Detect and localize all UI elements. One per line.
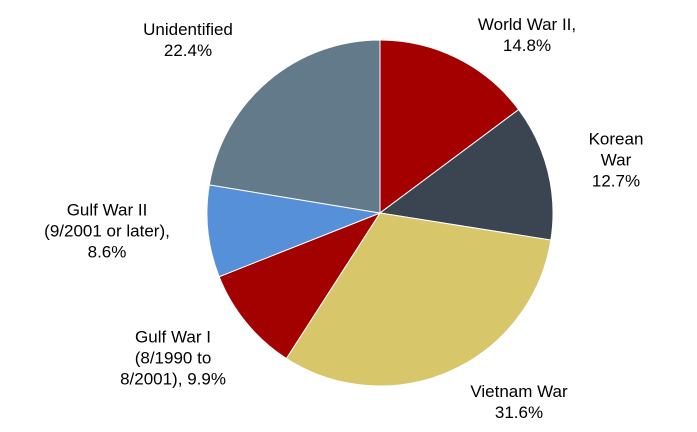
category-label: World War II, <box>477 15 577 34</box>
category-label: Korean War <box>588 129 644 170</box>
slice-label: Korean War 12.7% <box>576 129 657 192</box>
slice-label: Gulf War I (8/1990 to 8/2001), 9.9% <box>120 327 226 390</box>
value-label: 9.9% <box>187 369 226 389</box>
category-label: Gulf War I (8/1990 to 8/2001), <box>120 327 212 389</box>
value-label: 22.4% <box>163 41 213 60</box>
value-label: 8.6% <box>87 242 127 262</box>
wedge <box>206 184 382 278</box>
slice-label: World War II, 14.8% <box>478 14 576 56</box>
wedge <box>208 39 381 214</box>
slice-label: Vietnam War 31.6% <box>470 381 567 423</box>
value-label: 12.7% <box>591 171 641 191</box>
slice-label: Gulf War II (9/2001 or later), 8.6% <box>44 200 170 263</box>
wedge <box>378 108 554 241</box>
category-label: Gulf War II (9/2001 or later), <box>44 200 170 241</box>
wedge <box>379 39 520 214</box>
wedge <box>218 211 382 360</box>
category-label: Unidentified <box>143 20 233 39</box>
category-label: Vietnam War <box>470 382 568 401</box>
slice-label: Unidentified 22.4% <box>143 19 233 61</box>
value-label: 31.6% <box>494 403 544 422</box>
value-label: 14.8% <box>502 36 552 55</box>
